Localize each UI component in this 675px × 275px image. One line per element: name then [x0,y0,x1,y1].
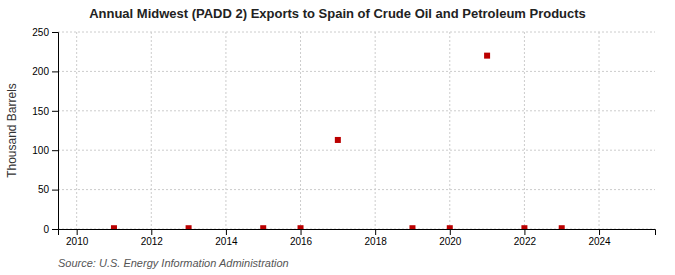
x-tick-mark [151,229,152,235]
x-tick-label: 2018 [365,236,388,247]
x-grid-line [225,32,226,229]
x-tick-mark [599,229,600,235]
x-tick-label: 2014 [215,236,238,247]
y-tick: 200 [32,66,58,77]
x-tick: 2010 [66,229,89,247]
y-tick-mark [52,190,58,191]
y-tick-label: 100 [32,145,49,156]
x-tick: 2024 [588,229,611,247]
y-axis-line [52,33,59,230]
point [298,225,304,229]
y-tick-mark [52,150,58,151]
x-tick: 2020 [439,229,462,247]
x-grid-line [449,32,450,229]
point [559,225,565,229]
y-tick: 0 [43,224,58,235]
y-grid-line [58,189,655,190]
x-tick-mark [301,229,302,235]
x-tick-label: 2012 [141,236,164,247]
x-tick-label: 2020 [439,236,462,247]
y-tick-mark [52,32,58,33]
x-tick-mark [450,229,451,235]
y-tick: 100 [32,145,58,156]
x-grid-line [524,32,525,229]
y-tick: 250 [32,27,58,38]
x-tick-label: 2022 [514,236,537,247]
x-tick: 2018 [365,229,388,247]
y-tick-mark [52,71,58,72]
y-tick-mark [52,229,58,230]
point [521,225,527,229]
x-grid-line [599,32,600,229]
y-axis-title: Thousand Barrels [5,83,19,178]
x-tick-label: 2024 [588,236,611,247]
point [335,137,341,143]
point [447,225,453,229]
x-grid-line [151,32,152,229]
y-tick-label: 50 [38,184,50,195]
y-axis: 0 50 100 150 200 250 [32,27,58,235]
x-tick-mark [524,229,525,235]
y-grid-line [58,110,655,111]
points [111,53,565,229]
y-grid-line [58,32,655,33]
point [484,53,490,59]
point [409,225,415,229]
x-tick-mark [77,229,78,235]
source-note: Source: U.S. Energy Information Administ… [58,257,289,269]
x-tick-mark [375,229,376,235]
y-tick: 150 [32,106,58,117]
x-grid-line [375,32,376,229]
x-tick: 2014 [215,229,238,247]
x-tick: 2022 [514,229,537,247]
y-tick-label: 200 [32,66,49,77]
title: Annual Midwest (PADD 2) Exports to Spain… [89,6,586,21]
x-axis: 2010 2012 2014 2016 2018 2020 2022 2024 [59,229,656,247]
chart: 2010 2012 2014 2016 2018 2020 2022 2024 0 50 100 15… [0,0,675,275]
grid [58,32,655,229]
x-tick: 2012 [141,229,164,247]
y-tick-label: 250 [32,27,49,38]
point [186,225,192,229]
y-tick-label: 150 [32,106,49,117]
y-tick: 50 [38,184,58,195]
y-grid-line [58,71,655,72]
x-tick-mark [226,229,227,235]
x-tick-label: 2016 [290,236,313,247]
x-tick: 2016 [290,229,313,247]
x-grid-line [76,32,77,229]
x-tick-label: 2010 [66,236,89,247]
x-grid-line [300,32,301,229]
y-tick-mark [52,111,58,112]
y-grid-line [58,150,655,151]
point [111,225,117,229]
y-tick-label: 0 [43,224,49,235]
x-axis-line [59,230,656,236]
point [260,225,266,229]
